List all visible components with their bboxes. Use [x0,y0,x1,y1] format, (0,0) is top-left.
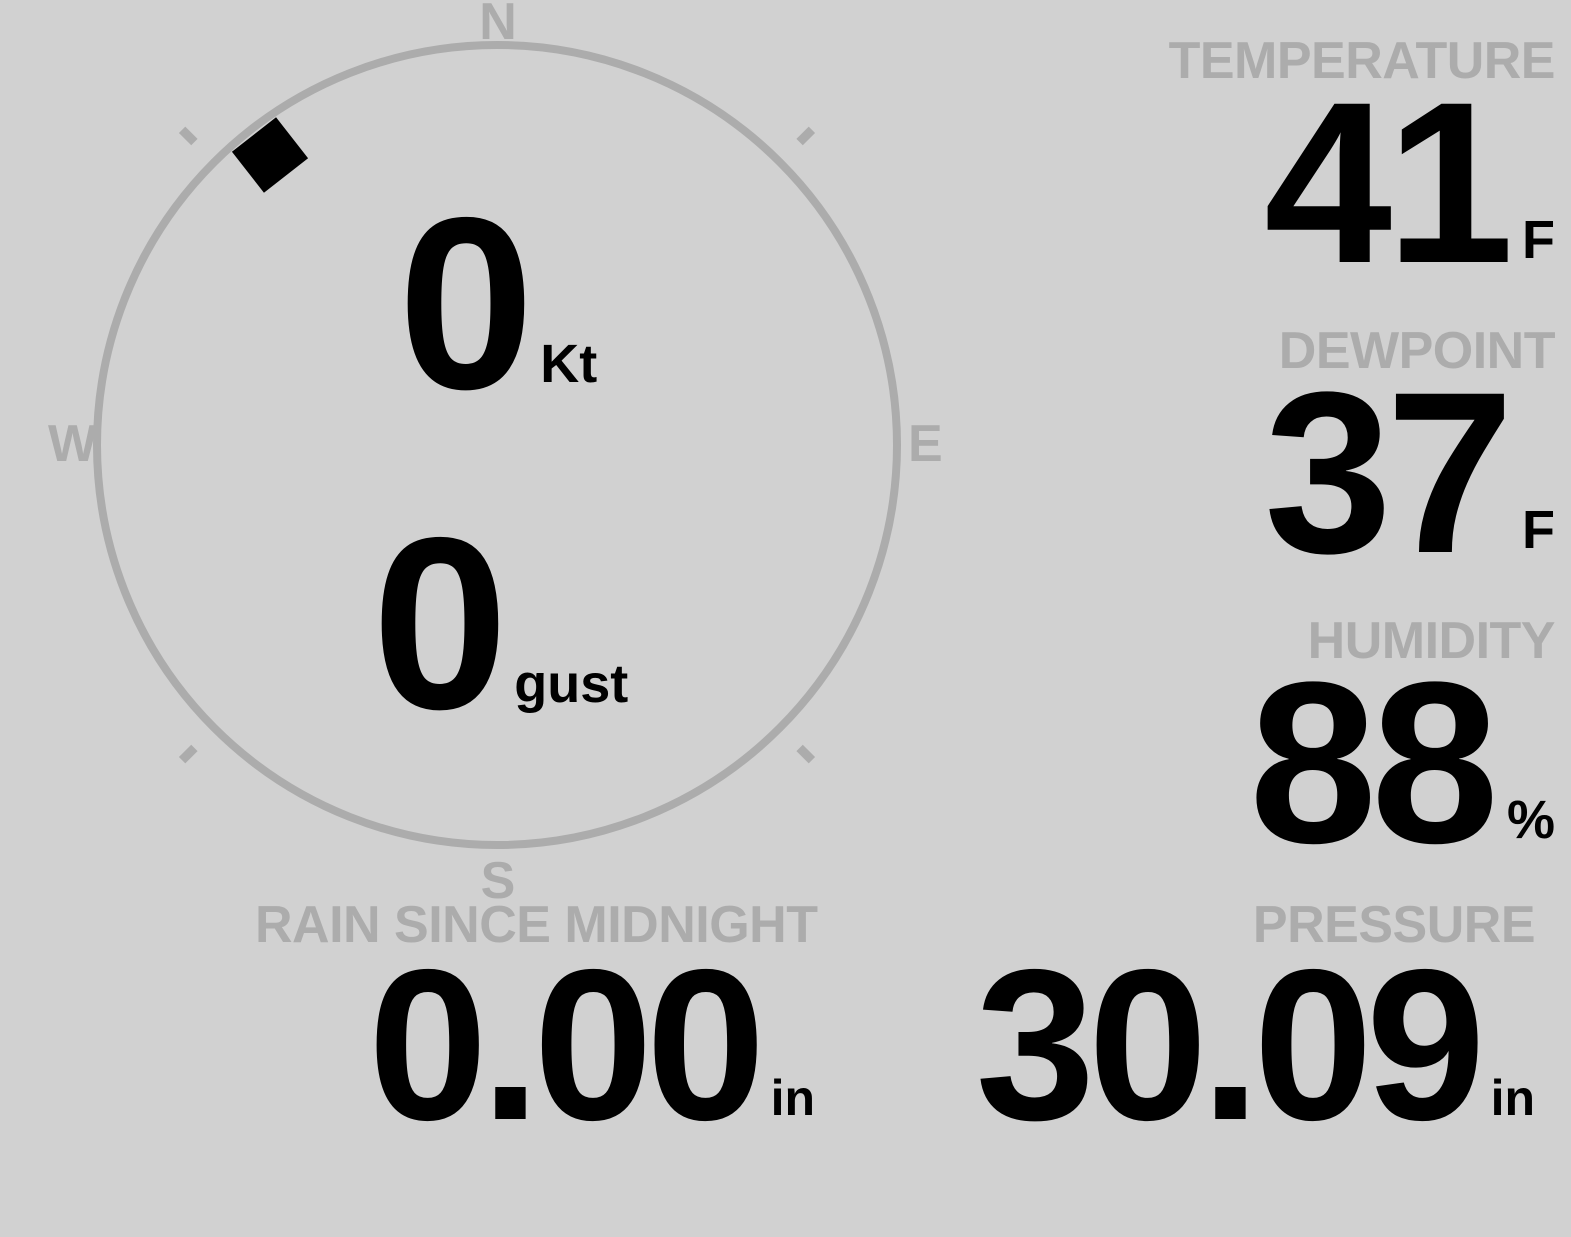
dewpoint-label: DEWPOINT [1278,322,1556,380]
wind-gust-unit: gust [514,654,629,714]
rain-value: 0.00 [368,924,765,1166]
metric-rain-since-midnight: RAIN SINCE MIDNIGHT 0.00 in [255,896,818,1166]
compass-ring [93,41,901,849]
compass-tick-nw [178,126,198,146]
wind-gust-readout: 0 gust [372,486,629,760]
wind-compass-panel: N S W E 0 Kt 0 gust [0,0,995,910]
compass-label-south: S [480,852,516,910]
temperature-value: 41 [1264,54,1514,312]
pressure-label: PRESSURE [1252,896,1536,954]
wind-speed-value: 0 [398,166,534,440]
wind-gust-value: 0 [372,486,508,760]
temperature-value-row: 41 F [1035,54,1555,312]
compass-label-north: N [479,0,517,51]
metric-pressure: PRESSURE 30.09 in [845,896,1536,1166]
compass-label-west: W [48,415,97,473]
metric-dewpoint: DEWPOINT 37 F [1035,322,1556,614]
rain-value-row: 0.00 in [255,924,815,1166]
wind-direction-marker [231,117,309,193]
pressure-value: 30.09 [975,924,1486,1166]
rain-label: RAIN SINCE MIDNIGHT [255,896,818,954]
wind-speed-unit: Kt [540,334,598,394]
metric-temperature: TEMPERATURE 41 F [1035,32,1556,324]
compass-tick-ne [796,126,816,146]
wind-speed-readout: 0 Kt [398,166,598,440]
dewpoint-value: 37 [1264,344,1514,602]
rain-unit: in [770,1070,815,1127]
compass-tick-se [796,744,816,764]
compass-dial-graphic [93,41,901,849]
temperature-label: TEMPERATURE [1168,32,1556,90]
compass-tick-group [178,126,816,764]
metric-humidity: HUMIDITY 88 % [1035,612,1556,904]
humidity-unit: % [1506,790,1555,851]
metrics-column: TEMPERATURE 41 F DEWPOINT 37 F HUMIDITY … [1035,32,1556,904]
humidity-value: 88 [1249,634,1499,892]
humidity-label: HUMIDITY [1307,612,1556,670]
pressure-value-row: 30.09 in [845,924,1535,1166]
compass-tick-sw [178,744,198,764]
pressure-unit: in [1490,1070,1535,1127]
temperature-unit: F [1522,210,1555,271]
dewpoint-unit: F [1522,500,1555,561]
humidity-value-row: 88 % [1035,634,1555,892]
compass-label-east: E [908,415,943,473]
dewpoint-value-row: 37 F [1035,344,1555,602]
